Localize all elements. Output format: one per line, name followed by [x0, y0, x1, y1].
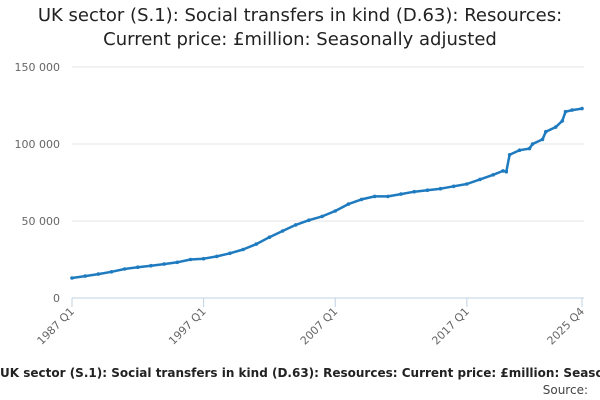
y-tick-label: 0 [53, 292, 60, 305]
y-axis-tick-labels: 0 50 000 100 000 150 000 [15, 61, 61, 305]
chart-title-line-2: Current price: £million: Seasonally adju… [103, 29, 497, 50]
data-point [215, 254, 219, 259]
data-point [491, 173, 496, 177]
data-point [412, 189, 417, 194]
data-point [438, 186, 443, 191]
x-tick-label: 1997 Q1 [166, 305, 209, 348]
y-tick-label: 100 000 [15, 138, 61, 151]
y-tick-label: 50 000 [22, 215, 61, 228]
data-point [540, 137, 545, 142]
chart-title: UK sector (S.1): Social transfers in kin… [0, 4, 600, 52]
data-point [553, 125, 558, 129]
data-point [136, 265, 140, 270]
source-label: Source: [542, 383, 588, 397]
data-point [451, 184, 456, 189]
data-point [293, 223, 298, 227]
data-point [580, 106, 584, 111]
data-point [501, 169, 505, 173]
data-point [478, 177, 482, 182]
data-point [425, 188, 430, 192]
data-point [228, 251, 232, 256]
data-point [307, 218, 311, 222]
data-point [333, 209, 338, 213]
data-point [254, 242, 259, 246]
x-tick-label: 2007 Q1 [298, 305, 341, 348]
data-point [175, 260, 180, 265]
data-point [149, 263, 153, 268]
data-point [530, 142, 535, 146]
legend-label: UK sector (S.1): Social transfers in kin… [0, 366, 600, 380]
x-tick-label: 2017 Q1 [429, 305, 472, 348]
x-tick-label: 2025 Q4 [545, 305, 588, 348]
data-point [162, 262, 166, 266]
data-point [570, 108, 574, 112]
data-point [96, 272, 101, 276]
data-point [122, 267, 127, 271]
data-point [544, 129, 548, 134]
gridlines [72, 66, 584, 222]
data-point [241, 247, 245, 252]
data-point [465, 182, 469, 186]
data-point [399, 192, 403, 196]
data-point [517, 148, 522, 152]
y-tick-label: 150 000 [15, 61, 61, 74]
data-point [267, 235, 272, 239]
data-point [188, 257, 193, 262]
x-axis-tick-labels: 1987 Q1 1997 Q1 2007 Q1 2017 Q1 2025 Q4 [35, 298, 588, 348]
data-point [320, 214, 324, 219]
series-line [71, 107, 583, 280]
data-point [560, 119, 565, 123]
data-point [346, 202, 351, 206]
series-layer [70, 106, 584, 280]
data-point [280, 229, 285, 233]
data-point [201, 256, 206, 261]
chart-title-line-1: UK sector (S.1): Social transfers in kin… [37, 5, 563, 26]
data-point [359, 197, 364, 202]
legend[interactable]: UK sector (S.1): Social transfers in kin… [0, 366, 600, 380]
data-point [563, 109, 568, 114]
x-tick-label: 1987 Q1 [35, 305, 78, 348]
data-point [504, 169, 509, 174]
data-point [507, 153, 512, 157]
data-point [386, 194, 390, 199]
data-point [372, 194, 377, 199]
data-point [527, 146, 532, 151]
data-point [109, 270, 114, 274]
data-point [83, 274, 87, 278]
data-point [70, 276, 74, 280]
